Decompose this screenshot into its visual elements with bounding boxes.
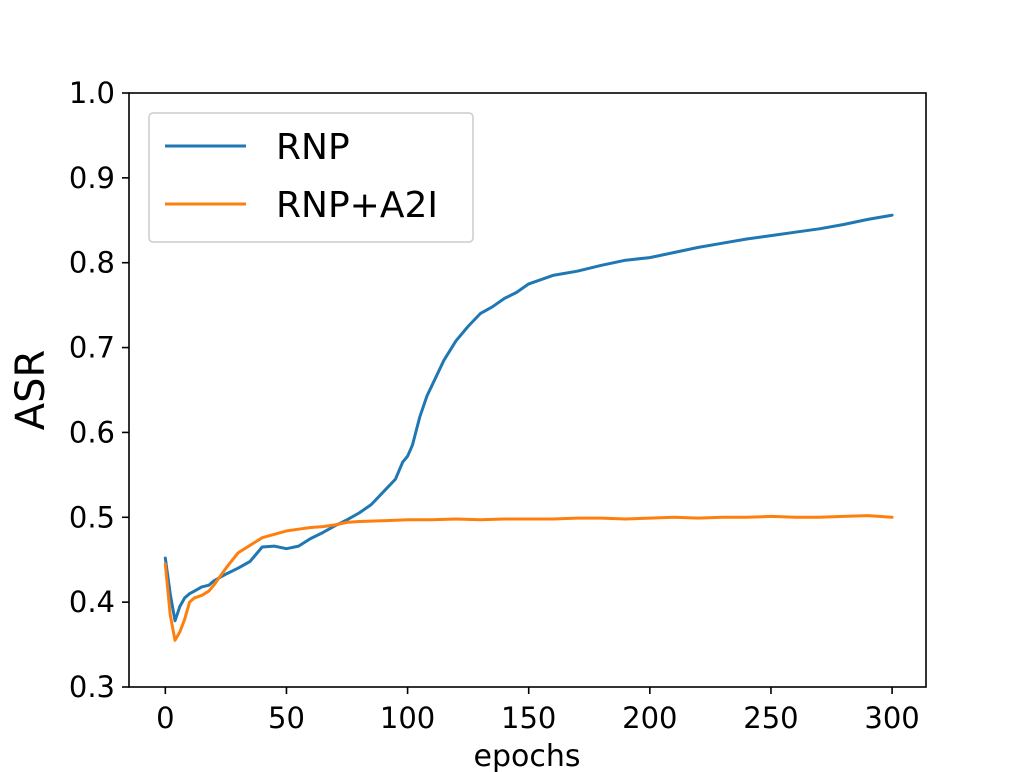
x-tick-label: 100 [380, 701, 435, 735]
legend-label-rnp-a2i: RNP+A2I [276, 185, 438, 226]
series-layer [163, 213, 894, 642]
legend-label-rnp: RNP [276, 127, 350, 168]
y-tick-label: 0.4 [69, 585, 115, 619]
x-axis-label: epochs [474, 739, 581, 772]
x-tick-label: 150 [501, 701, 556, 735]
series-line-rnp-a2i [163, 514, 894, 642]
series-line-rnp [163, 213, 894, 623]
y-axis: 0.3 0.4 0.5 0.6 0.7 0.8 0.9 1.0 [69, 76, 129, 704]
x-tick-label: 250 [743, 701, 798, 735]
legend: RNP RNP+A2I [148, 112, 474, 243]
y-axis-label: ASR [8, 350, 54, 431]
x-tick-label: 50 [268, 701, 305, 735]
x-tick-label: 300 [864, 701, 919, 735]
y-tick-label: 0.5 [69, 500, 115, 534]
x-axis: 0 50 100 150 200 250 300 [156, 687, 920, 735]
x-tick-label: 200 [622, 701, 677, 735]
y-tick-label: 0.8 [69, 246, 115, 280]
y-tick-label: 0.6 [69, 415, 115, 449]
y-tick-label: 0.3 [69, 670, 115, 704]
y-tick-label: 0.9 [69, 161, 115, 195]
plot-frame [128, 92, 927, 688]
y-tick-label: 0.7 [69, 331, 115, 365]
x-tick-label: 0 [156, 701, 174, 735]
y-tick-label: 1.0 [69, 76, 115, 110]
